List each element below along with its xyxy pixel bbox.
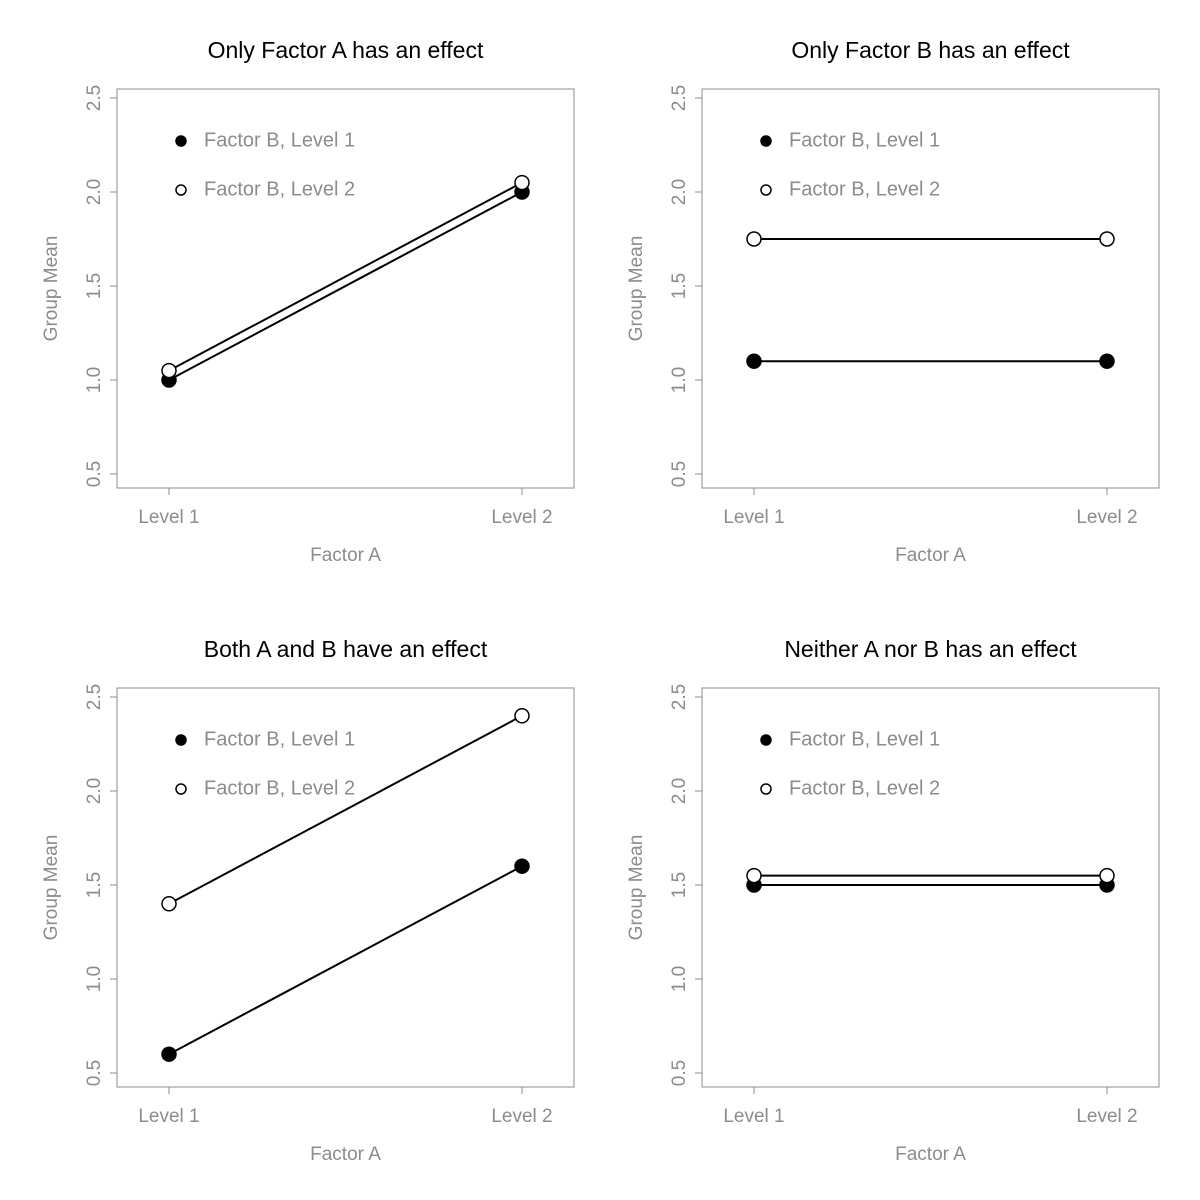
chart-panel: Both A and B have an effect 0.5 1.0 1.5 2.0 2…	[41, 636, 575, 1165]
x-tick-label: Level 2	[491, 1106, 552, 1127]
data-point	[161, 1046, 177, 1062]
x-tick-label: Level 1	[138, 1106, 199, 1127]
y-tick-label: 0.5	[84, 1060, 105, 1086]
y-tick-label: 2.0	[669, 179, 690, 205]
legend-label: Factor B, Level 1	[789, 129, 940, 151]
data-point	[514, 174, 530, 191]
y-tick-label: 2.5	[669, 684, 690, 710]
legend-marker	[760, 184, 772, 196]
legend-label: Factor B, Level 2	[789, 178, 940, 200]
legend-label: Factor B, Level 2	[204, 178, 355, 200]
x-tick-label: Level 1	[138, 507, 199, 528]
legend-marker	[175, 783, 187, 795]
data-point	[1099, 353, 1115, 369]
x-axis-label: Factor A	[310, 1144, 381, 1165]
y-tick-label: 1.5	[84, 872, 105, 898]
data-point	[746, 231, 762, 247]
y-tick-label: 2.0	[84, 778, 105, 804]
y-tick-label: 1.0	[669, 966, 690, 992]
x-tick-label: Level 2	[1076, 1106, 1137, 1127]
x-tick-label: Level 1	[723, 1106, 784, 1127]
chart-title: Both A and B have an effect	[204, 636, 488, 662]
x-axis-label: Factor A	[895, 545, 966, 566]
chart-panel: Only Factor A has an effect 0.5 1.0 1.5 2.0 2…	[41, 37, 575, 566]
y-axis-label: Group Mean	[626, 236, 647, 342]
x-tick-label: Level 1	[723, 507, 784, 528]
plot-frame	[116, 88, 575, 489]
chart-panel: Only Factor B has an effect 0.5 1.0 1.5 2.0 2…	[626, 37, 1160, 566]
y-tick-label: 2.0	[669, 778, 690, 804]
series-line	[168, 181, 523, 372]
data-point	[746, 867, 762, 884]
x-axis-label: Factor A	[310, 545, 381, 566]
y-tick-label: 1.5	[669, 872, 690, 898]
series-line	[168, 714, 523, 905]
legend-marker	[760, 734, 772, 746]
chart-title: Neither A nor B has an effect	[784, 636, 1077, 662]
data-point	[514, 708, 530, 724]
legend-label: Factor B, Level 1	[789, 728, 940, 750]
data-point	[1099, 231, 1115, 247]
x-tick-label: Level 2	[491, 507, 552, 528]
data-point	[161, 896, 177, 912]
series-line	[168, 865, 523, 1056]
plot-frame	[116, 687, 575, 1088]
y-tick-label: 2.5	[669, 85, 690, 111]
legend-label: Factor B, Level 1	[204, 728, 355, 750]
y-tick-label: 2.5	[84, 85, 105, 111]
y-tick-label: 0.5	[669, 461, 690, 487]
legend-marker	[760, 135, 772, 147]
legend-label: Factor B, Level 2	[204, 777, 355, 799]
series-line	[168, 191, 523, 381]
data-point	[746, 353, 762, 369]
legend-label: Factor B, Level 2	[789, 777, 940, 799]
y-tick-label: 1.0	[669, 367, 690, 393]
x-axis-label: Factor A	[895, 1144, 966, 1165]
chart-title: Only Factor A has an effect	[208, 37, 484, 63]
plot-frame	[701, 88, 1160, 489]
legend-marker	[175, 184, 187, 196]
legend-marker	[175, 135, 187, 147]
y-tick-label: 1.0	[84, 367, 105, 393]
chart-panel: Neither A nor B has an effect 0.5 1.0 1.5 2.…	[626, 636, 1160, 1165]
y-axis-label: Group Mean	[41, 835, 62, 941]
y-tick-label: 1.5	[669, 273, 690, 299]
plot-frame	[701, 687, 1160, 1088]
y-tick-label: 1.0	[84, 966, 105, 992]
y-axis-label: Group Mean	[626, 835, 647, 941]
y-tick-label: 2.5	[84, 684, 105, 710]
legend-label: Factor B, Level 1	[204, 129, 355, 151]
data-point	[514, 858, 530, 874]
data-point	[161, 362, 177, 379]
legend-marker	[175, 734, 187, 746]
data-point	[1099, 867, 1115, 884]
y-tick-label: 0.5	[84, 461, 105, 487]
y-tick-label: 0.5	[669, 1060, 690, 1086]
x-tick-label: Level 2	[1076, 507, 1137, 528]
y-axis-label: Group Mean	[41, 236, 62, 342]
y-tick-label: 1.5	[84, 273, 105, 299]
chart-title: Only Factor B has an effect	[791, 37, 1070, 63]
y-tick-label: 2.0	[84, 179, 105, 205]
legend-marker	[760, 783, 772, 795]
